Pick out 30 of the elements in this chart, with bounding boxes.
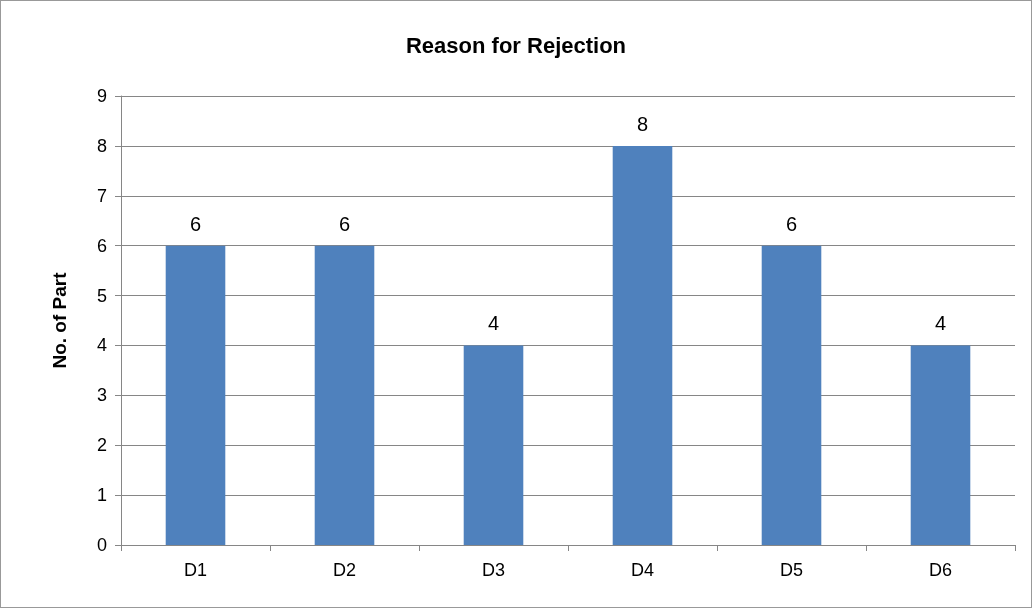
data-label: 6 <box>189 212 202 235</box>
x-tick-label: D1 <box>183 560 208 580</box>
y-tick-label: 9 <box>96 86 107 106</box>
y-tick-label: 2 <box>96 435 107 456</box>
bar <box>612 145 673 545</box>
x-tick-label: D4 <box>630 560 655 580</box>
bar <box>165 245 226 545</box>
y-tick-label: 5 <box>96 285 107 306</box>
y-tick-label: 0 <box>96 535 107 555</box>
bar <box>314 245 375 545</box>
data-label: 6 <box>338 212 351 235</box>
y-axis-title: No. of Part <box>49 271 70 369</box>
y-tick-label: 8 <box>96 135 107 156</box>
data-label: 4 <box>487 312 500 335</box>
data-label: 4 <box>934 312 947 335</box>
x-tick-label: D2 <box>332 560 357 580</box>
y-tick-label: 7 <box>96 185 107 206</box>
bar <box>463 345 524 545</box>
x-tick-label: D5 <box>779 560 804 580</box>
data-label: 6 <box>785 212 798 235</box>
y-tick-label: 4 <box>96 335 107 356</box>
bar <box>910 345 971 545</box>
y-tick-label: 1 <box>96 485 107 506</box>
y-tick-label: 3 <box>96 385 107 406</box>
chart-title: Reason for Rejection <box>405 32 627 58</box>
x-tick-label: D3 <box>481 560 506 580</box>
bar <box>761 245 822 545</box>
y-tick-label: 6 <box>96 235 107 256</box>
data-label: 8 <box>636 112 649 135</box>
x-tick-label: D6 <box>928 560 953 580</box>
